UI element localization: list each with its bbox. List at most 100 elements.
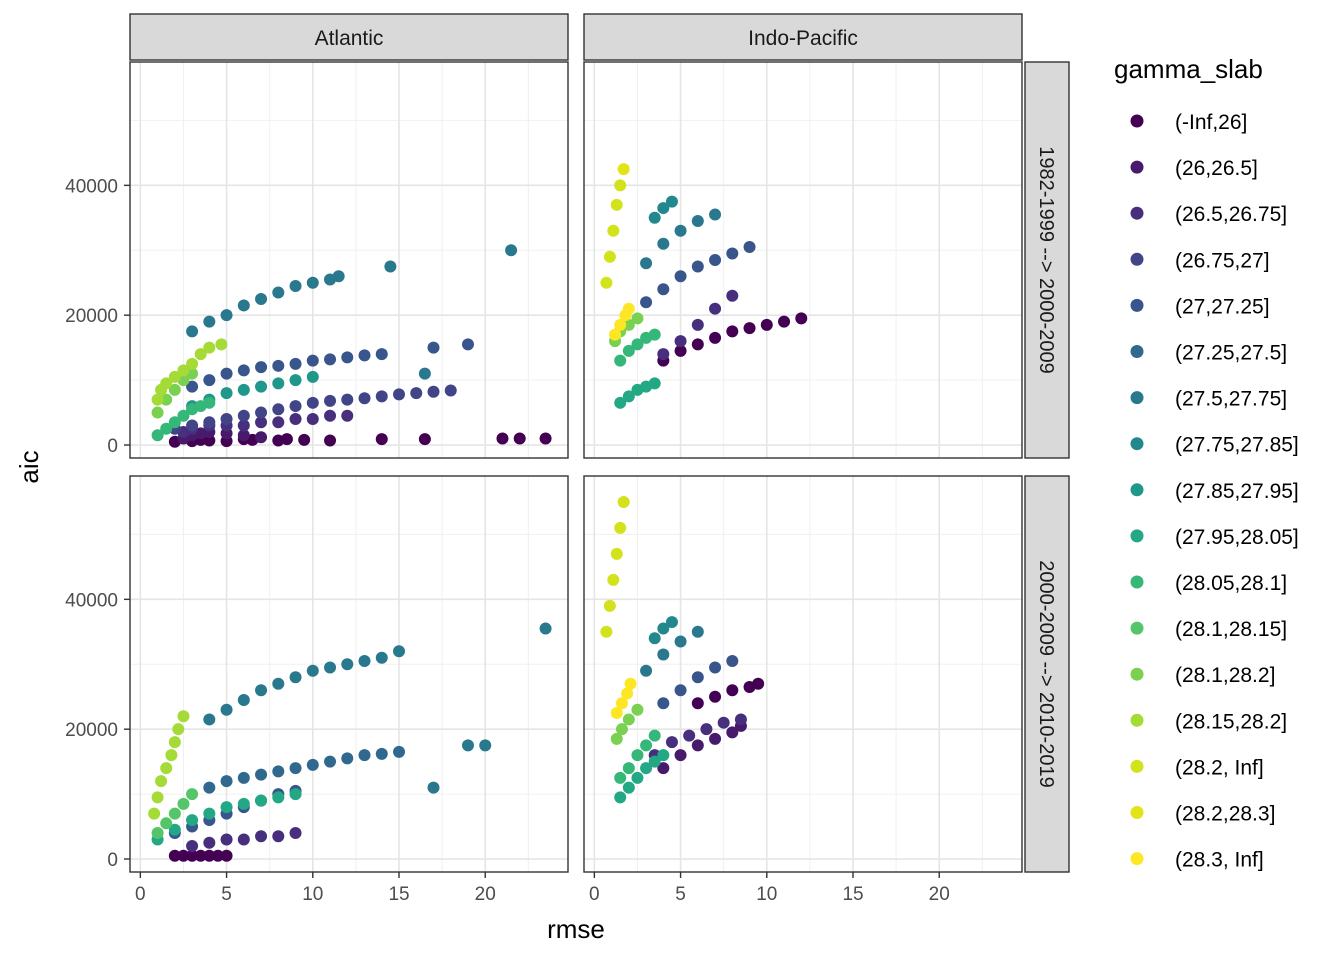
data-point <box>177 797 190 810</box>
data-point <box>151 791 164 804</box>
data-point <box>384 260 397 273</box>
data-point <box>165 749 178 762</box>
data-point <box>168 823 181 836</box>
data-point <box>255 416 268 429</box>
data-point <box>691 697 704 710</box>
data-point <box>237 364 250 377</box>
panel-background <box>584 62 1022 458</box>
data-point <box>341 351 354 364</box>
data-point <box>624 677 637 690</box>
data-point <box>743 322 756 335</box>
data-point <box>461 338 474 351</box>
data-point <box>289 788 302 801</box>
y-axis-title: aic <box>14 450 44 483</box>
data-point <box>631 749 644 762</box>
data-point <box>631 703 644 716</box>
legend-label-8: (27.85,27.95] <box>1175 480 1299 503</box>
legend-key-11 <box>1130 621 1144 635</box>
data-point <box>255 406 268 419</box>
x-tick-label: 15 <box>842 884 863 905</box>
data-point <box>734 713 747 726</box>
data-point <box>393 388 406 401</box>
data-point <box>657 697 670 710</box>
data-point <box>640 257 653 270</box>
data-point <box>237 419 250 432</box>
data-point <box>324 353 337 366</box>
legend-key-9 <box>1130 529 1144 543</box>
legend-label-4: (27,27.25] <box>1175 295 1270 318</box>
data-point <box>505 244 518 257</box>
data-point <box>674 749 687 762</box>
data-point <box>324 755 337 768</box>
data-point <box>237 797 250 810</box>
data-point <box>648 729 661 742</box>
data-point <box>289 671 302 684</box>
data-point <box>631 338 644 351</box>
data-point <box>615 697 628 710</box>
legend-key-6 <box>1130 391 1144 405</box>
data-point <box>640 762 653 775</box>
legend-key-16 <box>1130 852 1144 866</box>
data-point <box>280 433 293 446</box>
data-point <box>607 224 620 237</box>
data-point <box>272 765 285 778</box>
data-point <box>306 370 319 383</box>
x-tick-label: 15 <box>388 884 409 905</box>
panel-3: 0 5 10 15 20 <box>583 475 1023 905</box>
data-point <box>203 315 216 328</box>
data-point <box>674 344 687 357</box>
x-tick-label: 20 <box>475 884 496 905</box>
x-tick-label: 5 <box>221 884 232 905</box>
facet-row-strip-1 <box>1024 475 1070 873</box>
x-tick-label: 0 <box>589 884 600 905</box>
data-point <box>168 370 181 383</box>
data-point <box>255 794 268 807</box>
data-point <box>683 729 696 742</box>
data-point <box>622 344 635 357</box>
data-point <box>177 710 190 723</box>
panel-background <box>130 476 568 872</box>
data-point <box>237 429 250 442</box>
facet-strip-1 <box>583 13 1023 61</box>
data-point <box>306 396 319 409</box>
data-point <box>237 833 250 846</box>
data-point <box>168 807 181 820</box>
data-point <box>427 341 440 354</box>
data-point <box>657 749 670 762</box>
data-point <box>289 374 302 387</box>
data-point <box>674 270 687 283</box>
data-point <box>760 318 773 331</box>
data-point <box>332 270 345 283</box>
legend-key-4 <box>1130 298 1144 312</box>
data-point <box>220 367 233 380</box>
data-point <box>674 635 687 648</box>
data-point <box>272 791 285 804</box>
data-point <box>427 385 440 398</box>
data-point <box>151 406 164 419</box>
data-point <box>648 755 661 768</box>
data-point <box>614 396 627 409</box>
data-point <box>609 328 622 341</box>
data-point <box>203 396 216 409</box>
data-point <box>306 276 319 289</box>
data-point <box>220 413 233 426</box>
data-point <box>709 690 722 703</box>
legend-label-10: (28.05,28.1] <box>1175 572 1287 595</box>
legend-key-5 <box>1130 345 1144 358</box>
legend-key-2 <box>1130 206 1144 220</box>
data-point <box>272 403 285 416</box>
data-point <box>358 392 371 405</box>
data-point <box>341 658 354 671</box>
data-point <box>306 413 319 426</box>
legend-key-14 <box>1130 759 1144 773</box>
legend-key-12 <box>1130 667 1144 681</box>
x-tick-label: 5 <box>675 884 686 905</box>
data-point <box>220 801 233 814</box>
data-point <box>289 413 302 426</box>
data-point <box>160 817 173 830</box>
data-point <box>603 250 616 263</box>
data-point <box>237 383 250 396</box>
data-point <box>324 661 337 674</box>
data-point <box>255 431 268 444</box>
